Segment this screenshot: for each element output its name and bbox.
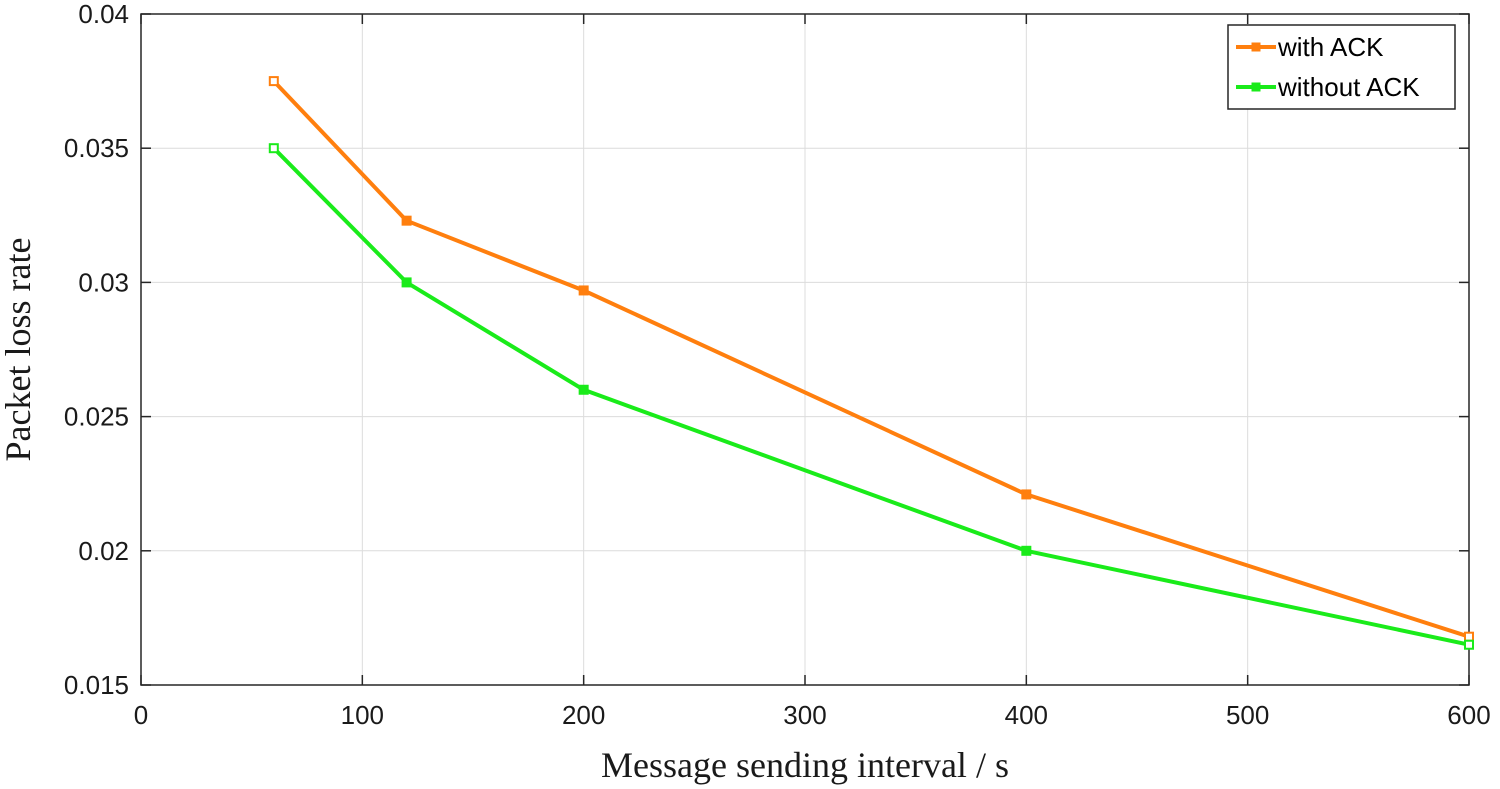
data-point	[401, 215, 412, 226]
legend-marker	[1251, 82, 1261, 92]
y-tick-label: 0.02	[78, 536, 129, 566]
y-tick-label: 0.03	[78, 267, 129, 297]
y-tick-label: 0.04	[78, 0, 129, 29]
legend: with ACK without ACK	[1227, 24, 1456, 110]
x-tick-label: 0	[134, 700, 148, 730]
x-tick-label: 200	[562, 700, 605, 730]
x-tick-label: 600	[1447, 700, 1490, 730]
axis-ticks: 0 100 200 300 400 500 600 0.015 0.02 0.025 0.03 0.0…	[64, 0, 1491, 730]
data-point	[268, 76, 279, 87]
grid-lines	[141, 14, 1469, 685]
data-point	[1021, 545, 1032, 556]
x-tick-label: 300	[783, 700, 826, 730]
legend-label: without ACK	[1277, 72, 1420, 102]
y-axis-title: Packet loss rate	[0, 238, 38, 462]
legend-marker	[1251, 42, 1261, 52]
data-point	[1021, 489, 1032, 500]
data-point	[1464, 631, 1474, 642]
x-axis-title: Message sending interval / s	[601, 745, 1009, 785]
y-tick-label: 0.015	[64, 670, 129, 700]
legend-label: with ACK	[1277, 32, 1384, 62]
y-tick-label: 0.025	[64, 402, 129, 432]
x-tick-label: 400	[1005, 700, 1048, 730]
series-lines	[268, 76, 1474, 650]
x-tick-label: 500	[1226, 700, 1269, 730]
data-point	[578, 285, 589, 296]
data-point	[268, 143, 279, 154]
data-point	[401, 277, 412, 288]
data-point	[1464, 639, 1474, 650]
x-tick-label: 100	[341, 700, 384, 730]
series-line-1	[272, 146, 1470, 647]
legend-box	[1227, 24, 1456, 110]
y-tick-label: 0.035	[64, 133, 129, 163]
data-point	[578, 384, 589, 395]
series-line-0	[272, 79, 1470, 639]
